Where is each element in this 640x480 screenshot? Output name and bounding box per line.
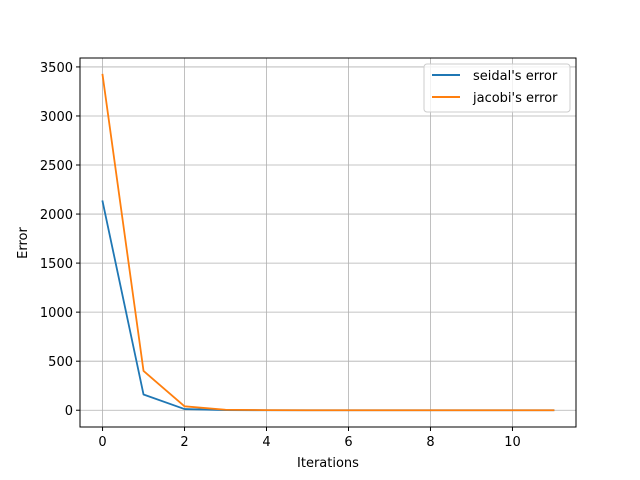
- y-tick-label: 3000: [40, 110, 73, 125]
- axis-ticks: 0 2 4 6 8 10 0 500 1000 1500 2000 2500 3000 3500: [40, 61, 521, 450]
- x-axis-label: Iterations: [297, 456, 359, 471]
- y-tick-label: 2500: [40, 159, 73, 174]
- y-axis-label: Error: [16, 227, 31, 259]
- y-tick-label: 500: [48, 355, 73, 370]
- x-tick-label: 8: [426, 435, 434, 450]
- x-tick-label: 0: [98, 435, 106, 450]
- legend: seidal's error jacobi's error: [423, 63, 571, 113]
- plot-frame: [79, 57, 577, 428]
- legend-label-seidal: seidal's error: [473, 69, 558, 84]
- x-tick-label: 2: [180, 435, 188, 450]
- y-tick-label: 1000: [40, 306, 73, 321]
- series-line-jacobi: [101, 73, 555, 412]
- y-tick-label: 2000: [40, 208, 73, 223]
- x-tick-label: 10: [504, 435, 521, 450]
- grid: [80, 58, 576, 427]
- y-tick-label: 0: [65, 404, 73, 419]
- y-tick-label: 3500: [40, 61, 73, 76]
- legend-label-jacobi: jacobi's error: [472, 91, 558, 106]
- x-tick-label: 6: [344, 435, 352, 450]
- x-tick-label: 4: [262, 435, 270, 450]
- legend-box: [423, 63, 571, 113]
- y-tick-label: 1500: [40, 257, 73, 272]
- series-lines: [101, 73, 555, 412]
